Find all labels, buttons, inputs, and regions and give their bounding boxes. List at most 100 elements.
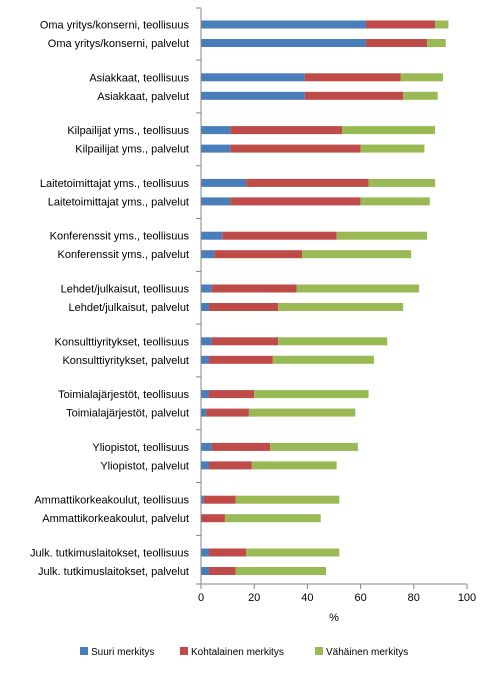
bar-segment-vahainen (360, 197, 430, 206)
bar-segment-suuri (201, 408, 207, 417)
x-tick-label: 100 (458, 592, 476, 604)
category-label: Lehdet/julkaisut, palvelut (69, 302, 189, 314)
bar-segment-vahainen (278, 303, 404, 311)
bar-segment-kohtalainen (230, 126, 342, 135)
bar-segment-vahainen (368, 178, 436, 187)
bar-segment-kohtalainen (246, 178, 369, 187)
legend-label: Vähäinen merkitys (326, 647, 408, 658)
category-label: Yliopistot, palvelut (100, 460, 189, 472)
bar-segment-suuri (201, 548, 209, 557)
bar-segment-vahainen (296, 284, 420, 293)
bar-segment-vahainen (254, 390, 369, 399)
category-labels: Oma yritys/konserni, teollisuus Oma yrity… (30, 20, 189, 579)
bar-segment-kohtalainen (365, 20, 436, 29)
bar-segment-vahainen (400, 73, 444, 82)
category-label: Julk. tutkimuslaitokset, teollisuus (30, 548, 189, 560)
legend-label: Suuri merkitys (91, 647, 154, 658)
bar-segment-suuri (201, 567, 209, 575)
category-label: Konsulttiyritykset, teollisuus (55, 336, 190, 348)
bar-segment-vahainen (341, 126, 436, 135)
bar-segment-kohtalainen (208, 303, 279, 311)
bar-segment-kohtalainen (304, 73, 401, 82)
bar-segment-vahainen (251, 461, 337, 470)
bar-segment-kohtalainen (208, 461, 252, 470)
category-label: Oma yritys/konserni, teollisuus (40, 20, 190, 32)
bar-segment-vahainen (248, 408, 356, 417)
category-label: Julk. tutkimuslaitokset, palvelut (38, 566, 189, 578)
bar-segment-vahainen (270, 442, 358, 451)
category-label: Ammattikorkeakoulut, teollisuus (34, 495, 189, 507)
bar-segment-vahainen (272, 355, 374, 364)
bar-segment-kohtalainen (206, 408, 249, 417)
x-tick-label: 0 (198, 592, 204, 604)
bar-segment-suuri (201, 197, 231, 206)
bar-segment-suuri (201, 231, 223, 240)
category-label: Kilpailijat yms., palvelut (75, 144, 189, 156)
bar-segment-kohtalainen (214, 250, 303, 259)
legend-swatch (180, 647, 188, 655)
legend-label: Kohtalainen merkitys (191, 647, 284, 658)
bar-segment-suuri (201, 39, 366, 47)
axes (196, 7, 467, 585)
bar-segment-vahainen (427, 39, 446, 47)
bar-segment-vahainen (235, 495, 340, 504)
bar-segment-kohtalainen (208, 567, 236, 575)
category-label: Konsulttiyritykset, palvelut (62, 355, 189, 367)
x-tick-label: 20 (248, 592, 260, 604)
bar-segment-suuri (201, 91, 305, 100)
bar-segment-kohtalainen (208, 390, 255, 399)
legend: Suuri merkitys Kohtalainen merkitys Vähäin… (80, 647, 408, 658)
bar-segment-suuri (201, 337, 212, 346)
legend-swatch (315, 647, 323, 655)
bar-segment-suuri (201, 390, 209, 399)
category-label: Ammattikorkeakoulut, palvelut (42, 513, 189, 525)
category-label: Konferenssit yms., palvelut (58, 249, 189, 261)
x-tick-label: 40 (301, 592, 313, 604)
bar-segment-kohtalainen (304, 91, 404, 100)
category-label: Laitetoimittajat yms., teollisuus (40, 178, 190, 190)
bar-segment-suuri (201, 144, 231, 153)
bar-segment-suuri (201, 442, 212, 451)
bar-segment-vahainen (336, 231, 428, 240)
category-label: Laitetoimittajat yms., palvelut (48, 196, 189, 208)
bar-segment-kohtalainen (211, 337, 279, 346)
bar-segment-kohtalainen (201, 514, 225, 523)
x-ticks: 0 20 40 60 80 100 (198, 584, 476, 604)
category-label: Toimialajärjestöt, palvelut (66, 408, 189, 420)
bars (201, 20, 449, 575)
bar-segment-suuri (201, 461, 209, 470)
bar-segment-kohtalainen (211, 284, 297, 293)
bar-segment-suuri (201, 20, 366, 29)
bar-segment-suuri (201, 284, 212, 293)
bar-segment-suuri (201, 303, 209, 311)
bar-segment-suuri (201, 355, 209, 364)
bar-segment-suuri (201, 126, 231, 135)
bar-segment-vahainen (246, 548, 340, 557)
bar-segment-vahainen (435, 20, 449, 29)
category-label: Yliopistot, teollisuus (92, 442, 189, 454)
bar-segment-kohtalainen (230, 144, 361, 153)
category-label: Oma yritys/konserni, palvelut (48, 38, 189, 50)
category-label: Konferenssit yms., teollisuus (50, 231, 190, 243)
bar-segment-vahainen (302, 250, 412, 259)
bar-segment-suuri (201, 250, 215, 259)
bar-segment-suuri (201, 495, 204, 504)
bar-segment-vahainen (278, 337, 388, 346)
bar-segment-kohtalainen (222, 231, 337, 240)
bar-segment-vahainen (403, 91, 438, 100)
legend-swatch (80, 647, 88, 655)
category-label: Asiakkaat, palvelut (97, 91, 189, 103)
bar-segment-suuri (201, 178, 247, 187)
bar-segment-vahainen (360, 144, 425, 153)
bar-segment-suuri (201, 73, 305, 82)
bar-segment-kohtalainen (208, 355, 273, 364)
category-label: Kilpailijat yms., teollisuus (67, 125, 189, 137)
bar-segment-kohtalainen (208, 548, 247, 557)
bar-segment-kohtalainen (365, 39, 428, 47)
x-tick-label: 80 (408, 592, 420, 604)
bar-segment-kohtalainen (230, 197, 361, 206)
bar-segment-vahainen (235, 567, 327, 575)
bar-segment-vahainen (224, 514, 321, 523)
x-axis-title: % (329, 612, 339, 624)
